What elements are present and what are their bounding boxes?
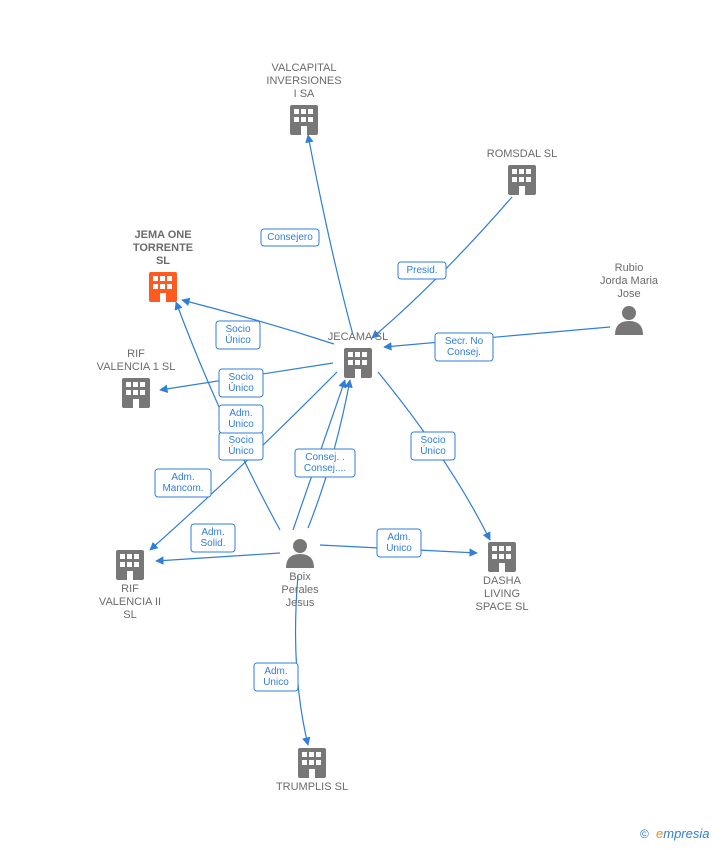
edge-rubio-jecama xyxy=(384,327,610,347)
edge-label-jecama-dasha: Único xyxy=(420,444,446,457)
node-label-jecama: JECAMA SL xyxy=(328,331,389,343)
building-icon xyxy=(298,748,326,778)
edge-label-jecama-rif1: Socio xyxy=(228,372,253,383)
node-trumplis[interactable]: TRUMPLIS SL xyxy=(276,748,348,793)
node-label-boix: Boix xyxy=(289,571,311,583)
node-label-dasha: SPACE SL xyxy=(476,601,529,613)
node-label-jemaone: SL xyxy=(156,255,170,267)
edge-label-rubio-jecama: Secr. No xyxy=(445,336,484,347)
edge-label-jecama-valcapital: Consejero xyxy=(267,232,313,243)
edge-label-rubio-jecama: Consej. xyxy=(447,347,481,358)
edge-label-jecama-rif1: Único xyxy=(228,381,254,394)
node-jemaone[interactable]: JEMA ONETORRENTESL xyxy=(133,229,193,302)
node-label-rif1: RIF xyxy=(127,348,145,360)
node-rif2[interactable]: RIFVALENCIA IISL xyxy=(99,550,161,621)
node-valcapital[interactable]: VALCAPITALINVERSIONESI SA xyxy=(266,62,341,135)
edge-label-boix-trumplis: Adm. xyxy=(264,666,287,677)
network-diagram: ConsejeroPresid.Secr. NoConsej.SocioÚnic… xyxy=(0,0,728,850)
building-icon xyxy=(488,542,516,572)
edge-label-boix-rif2: Solid. xyxy=(200,538,225,549)
edge-label-boix-jecama-adm: Unico xyxy=(228,419,254,430)
building-icon xyxy=(122,378,150,408)
edge-label-boix-trumplis: Unico xyxy=(263,677,289,688)
edge-labels-layer: ConsejeroPresid.Secr. NoConsej.SocioÚnic… xyxy=(155,229,493,691)
node-label-jemaone: JEMA ONE xyxy=(134,229,191,241)
node-label-romsdal: ROMSDAL SL xyxy=(487,148,558,160)
edge-label-boix-rif2: Adm. xyxy=(201,527,224,538)
node-label-rif2: RIF xyxy=(121,583,139,595)
node-label-jemaone: TORRENTE xyxy=(133,242,193,254)
edge-label-boix-dasha: Unico xyxy=(386,543,412,554)
node-label-dasha: LIVING xyxy=(484,588,520,600)
edge-label-boix-jecama-consej: Consej. . xyxy=(305,452,344,463)
edge-label-jecama-rif2: Único xyxy=(228,444,254,457)
node-label-rubio: Rubio xyxy=(615,262,644,274)
edge-label-jecama-jemaone: Único xyxy=(225,333,251,346)
edge-label-romsdal-jecama: Presid. xyxy=(406,265,437,276)
node-rif1[interactable]: RIFVALENCIA 1 SL xyxy=(97,348,176,408)
node-label-rif1: VALENCIA 1 SL xyxy=(97,361,176,373)
nodes-layer: VALCAPITALINVERSIONESI SA ROMSDAL SL JEMA … xyxy=(97,62,659,793)
node-label-rif2: VALENCIA II xyxy=(99,596,161,608)
copyright-symbol: © xyxy=(640,827,649,841)
copyright: © empresia xyxy=(640,826,709,841)
node-label-valcapital: VALCAPITAL xyxy=(271,62,336,74)
building-icon xyxy=(149,272,177,302)
node-jecama[interactable]: JECAMA SL xyxy=(328,331,389,378)
node-label-rif2: SL xyxy=(123,609,136,621)
node-label-rubio: Jorda Maria xyxy=(600,275,659,287)
edge-label-boix-dasha: Adm. xyxy=(387,532,410,543)
person-icon xyxy=(286,539,314,568)
person-icon xyxy=(615,306,643,335)
node-dasha[interactable]: DASHALIVINGSPACE SL xyxy=(476,542,529,613)
node-label-boix: Perales xyxy=(281,584,319,596)
node-label-valcapital: INVERSIONES xyxy=(266,75,341,87)
node-label-dasha: DASHA xyxy=(483,575,522,587)
building-icon xyxy=(508,165,536,195)
building-icon xyxy=(290,105,318,135)
edge-label-boix-jemaone: Mancom. xyxy=(162,483,203,494)
node-rubio[interactable]: RubioJorda MariaJose xyxy=(600,262,659,335)
edge-label-jecama-rif2: Socio xyxy=(228,435,253,446)
edge-boix-rif2 xyxy=(156,553,280,561)
edge-label-jecama-jemaone: Socio xyxy=(225,324,250,335)
edge-label-boix-jecama-adm: Adm. xyxy=(229,408,252,419)
node-boix[interactable]: BoixPeralesJesus xyxy=(281,539,319,609)
node-label-rubio: Jose xyxy=(617,288,640,300)
edge-label-boix-jemaone: Adm. xyxy=(171,472,194,483)
node-label-valcapital: I SA xyxy=(294,88,315,100)
building-icon xyxy=(116,550,144,580)
copyright-brand: empresia xyxy=(656,826,709,841)
edge-label-boix-jecama-consej: Consej.... xyxy=(304,463,346,474)
building-icon xyxy=(344,348,372,378)
node-label-boix: Jesus xyxy=(286,597,315,609)
node-label-trumplis: TRUMPLIS SL xyxy=(276,781,348,793)
node-romsdal[interactable]: ROMSDAL SL xyxy=(487,148,558,195)
edge-label-jecama-dasha: Socio xyxy=(420,435,445,446)
